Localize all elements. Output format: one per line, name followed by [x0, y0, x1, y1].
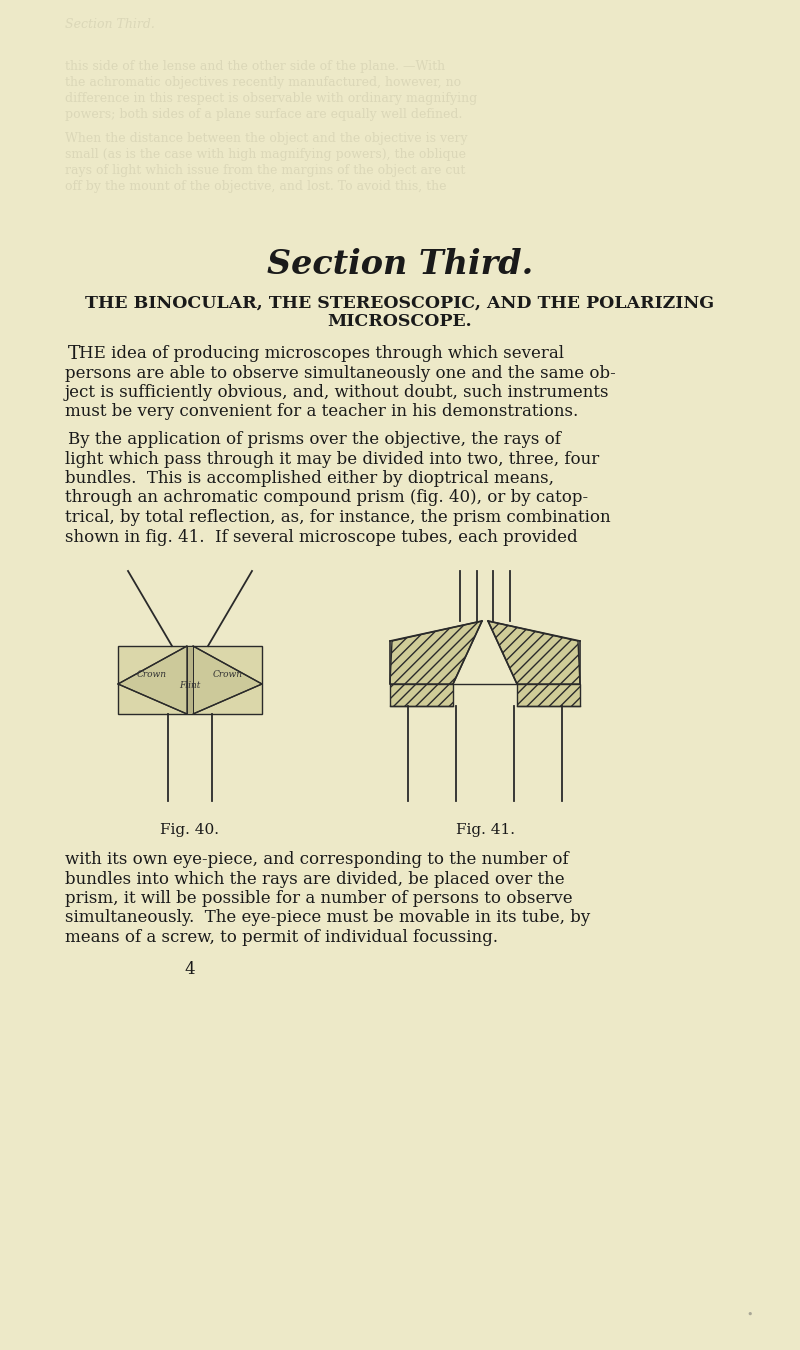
Text: trical, by total reflection, as, for instance, the prism combination: trical, by total reflection, as, for ins…	[65, 509, 610, 526]
Text: By the application of prisms over the objective, the rays of: By the application of prisms over the ob…	[68, 431, 561, 448]
Polygon shape	[118, 647, 262, 714]
Text: simultaneously.  The eye-piece must be movable in its tube, by: simultaneously. The eye-piece must be mo…	[65, 910, 590, 926]
Text: with its own eye-piece, and corresponding to the number of: with its own eye-piece, and correspondin…	[65, 850, 569, 868]
Text: •: •	[746, 1310, 754, 1320]
Polygon shape	[488, 621, 580, 684]
Polygon shape	[517, 684, 580, 706]
Text: light which pass through it may be divided into two, three, four: light which pass through it may be divid…	[65, 451, 599, 467]
Text: Fig. 40.: Fig. 40.	[161, 824, 219, 837]
Text: the achromatic objectives recently manufactured, however, no: the achromatic objectives recently manuf…	[65, 76, 461, 89]
Text: Crown: Crown	[137, 670, 167, 679]
Polygon shape	[193, 647, 262, 714]
Text: T: T	[68, 346, 80, 363]
Polygon shape	[187, 647, 193, 714]
Text: Flint: Flint	[179, 680, 201, 690]
Polygon shape	[390, 684, 453, 706]
Text: bundles.  This is accomplished either by dioptrical means,: bundles. This is accomplished either by …	[65, 470, 554, 487]
Polygon shape	[390, 621, 482, 684]
Text: Crown: Crown	[213, 670, 243, 679]
Text: difference in this respect is observable with ordinary magnifying: difference in this respect is observable…	[65, 92, 478, 105]
Text: powers; both sides of a plane surface are equally well defined.: powers; both sides of a plane surface ar…	[65, 108, 462, 122]
Text: rays of light which issue from the margins of the object are cut: rays of light which issue from the margi…	[65, 163, 466, 177]
Text: 4: 4	[185, 960, 195, 977]
Text: off by the mount of the objective, and lost. To avoid this, the: off by the mount of the objective, and l…	[65, 180, 446, 193]
Text: must be very convenient for a teacher in his demonstrations.: must be very convenient for a teacher in…	[65, 404, 578, 420]
Text: When the distance between the object and the objective is very: When the distance between the object and…	[65, 132, 468, 144]
Text: small (as is the case with high magnifying powers), the oblique: small (as is the case with high magnifyi…	[65, 148, 466, 161]
Text: Section Third.: Section Third.	[65, 18, 155, 31]
Text: means of a screw, to permit of individual focussing.: means of a screw, to permit of individua…	[65, 929, 498, 946]
Text: THE BINOCULAR, THE STEREOSCOPIC, AND THE POLARIZING: THE BINOCULAR, THE STEREOSCOPIC, AND THE…	[86, 296, 714, 312]
Text: HE idea of producing microscopes through which several: HE idea of producing microscopes through…	[79, 346, 564, 362]
Text: Fig. 41.: Fig. 41.	[455, 824, 514, 837]
Text: bundles into which the rays are divided, be placed over the: bundles into which the rays are divided,…	[65, 871, 565, 887]
Text: shown in fig. 41.  If several microscope tubes, each provided: shown in fig. 41. If several microscope …	[65, 528, 578, 545]
Text: Section Third.: Section Third.	[267, 248, 533, 281]
Text: prism, it will be possible for a number of persons to observe: prism, it will be possible for a number …	[65, 890, 573, 907]
Text: this side of the lense and the other side of the plane. —With: this side of the lense and the other sid…	[65, 59, 445, 73]
Text: through an achromatic compound prism (fig. 40), or by catop-: through an achromatic compound prism (fi…	[65, 490, 588, 506]
Text: ject is sufficiently obvious, and, without doubt, such instruments: ject is sufficiently obvious, and, witho…	[65, 383, 610, 401]
Text: MICROSCOPE.: MICROSCOPE.	[328, 313, 472, 329]
Text: persons are able to observe simultaneously one and the same ob-: persons are able to observe simultaneous…	[65, 364, 616, 382]
Polygon shape	[118, 647, 187, 714]
